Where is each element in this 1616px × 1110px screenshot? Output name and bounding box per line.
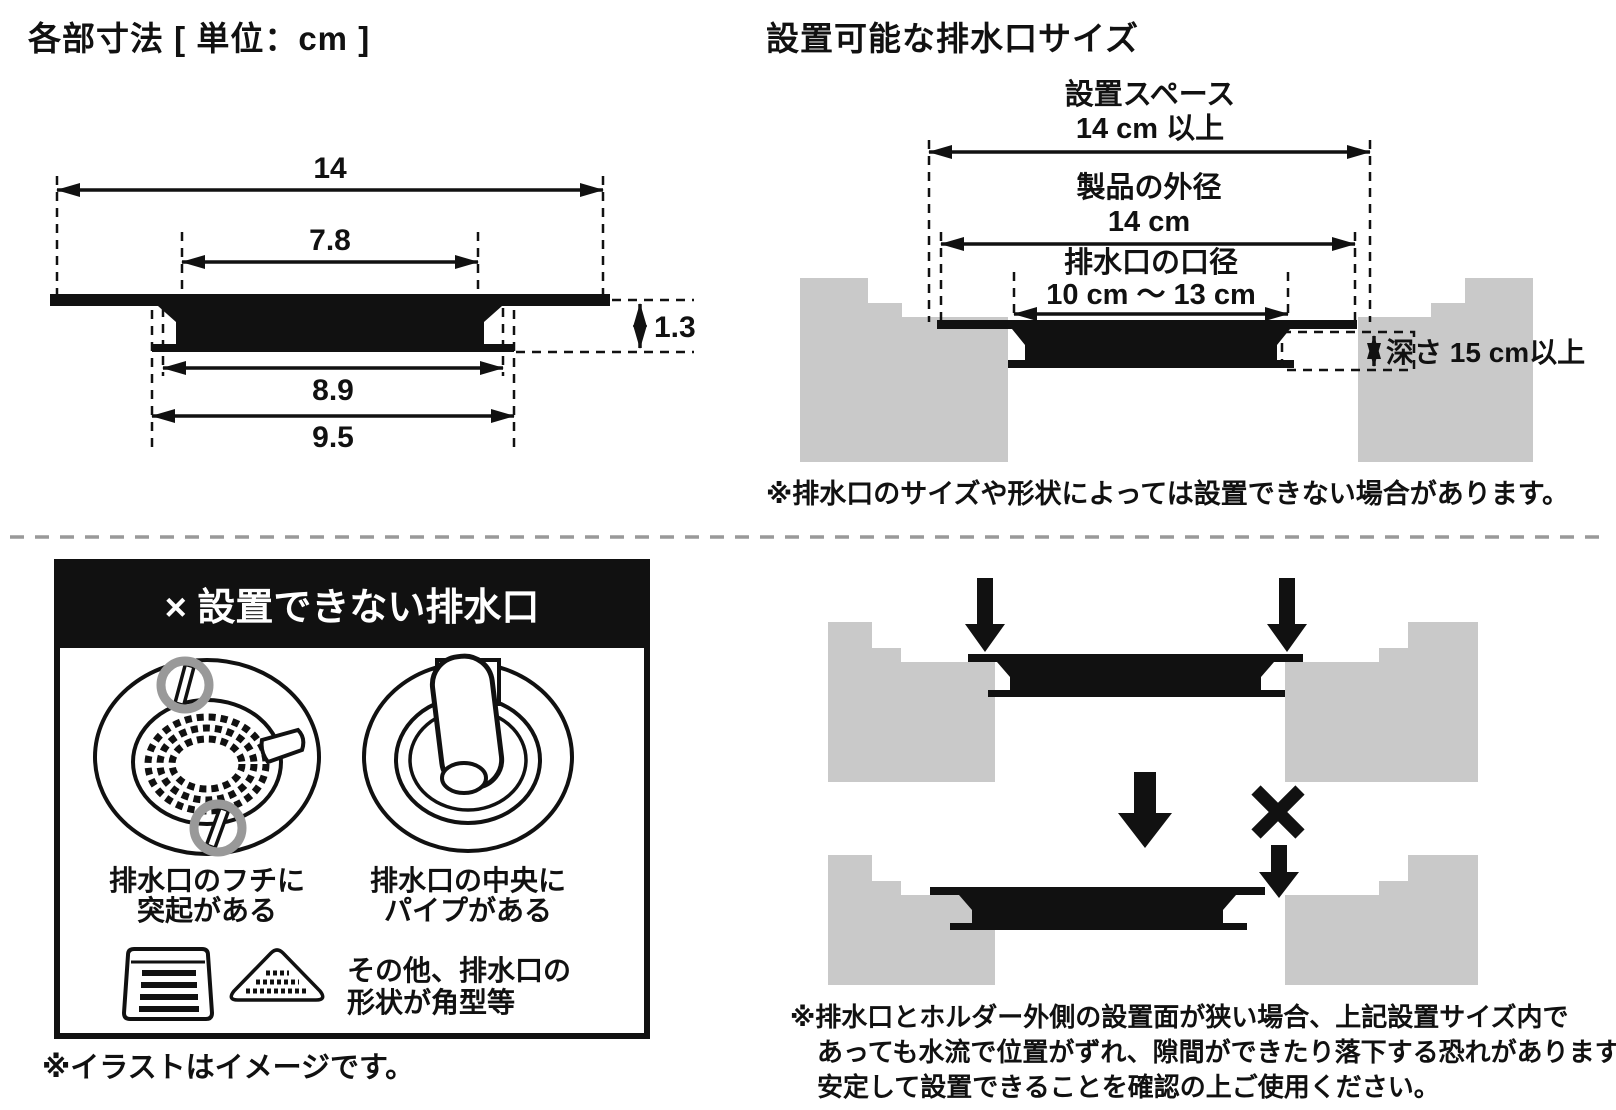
placement-warning-line1: ※排水口とホルダー外側の設置面が狭い場合、上記設置サイズ内で: [790, 1002, 1569, 1032]
dimension-diagram: 14 7.8 1.3 8.9 9.5: [50, 152, 696, 454]
box-header-bar: [57, 562, 647, 648]
press-arrow-left: [965, 578, 1005, 652]
left-panel-title: 各部寸法 [ 単位：cm ]: [28, 20, 371, 57]
product-cross-section: [50, 294, 610, 352]
counter-left: [800, 278, 1008, 462]
dim-height: 1.3: [654, 311, 696, 344]
label-drain-diameter-2: 10 cm ～ 13 cm: [1046, 279, 1256, 311]
placement-warning-note: ※排水口とホルダー外側の設置面が狭い場合、上記設置サイズ内で あっても水流で位置…: [790, 1000, 1616, 1105]
caption-rim-protrusion-1: 排水口のフチに: [109, 865, 305, 896]
label-outer-diameter-2: 14 cm: [1108, 206, 1190, 238]
square-drain-icon: [121, 947, 215, 1021]
dim-overall-width: 14: [313, 152, 347, 185]
caption-center-pipe-2: パイプがある: [384, 894, 552, 926]
dim-inner-top-width: 7.8: [309, 224, 351, 257]
right-panel-note: ※排水口のサイズや形状によっては設置できない場合があります。: [766, 479, 1570, 509]
drain-side-tab: [259, 727, 306, 765]
drain-rim-protrusion-illustration: [93, 656, 321, 857]
caption-other-shapes-2: 形状が角型等: [347, 986, 515, 1018]
press-arrow-center: [1118, 772, 1172, 848]
protrusion-highlight-bottom: [189, 799, 247, 857]
placement-warning-line3: 安定して設置できることを確認の上ご使用ください。: [817, 1072, 1440, 1102]
press-arrow-edge: [1259, 845, 1299, 898]
dim-bottom-inner-width: 8.9: [312, 374, 354, 407]
correct-placement-diagram: [828, 578, 1478, 782]
drain-center-pipe-illustration: [362, 653, 574, 853]
box-header-title: × 設置できない排水口: [165, 587, 540, 629]
not-installable-box: × 設置できない排水口 排水口のフチに 突起がある: [54, 559, 650, 1039]
placement-warning-line2: あっても水流で位置がずれ、隙間ができたり落下する恐れがあります。: [817, 1037, 1616, 1067]
label-drain-diameter-1: 排水口の口径: [1064, 246, 1238, 279]
caption-other-shapes-1: その他、排水口の: [347, 955, 571, 986]
install-size-diagram: 設置スペース 14 cm 以上 製品の外径 14 cm 排水口の口径 10 cm…: [800, 77, 1585, 462]
caption-center-pipe-1: 排水口の中央に: [370, 865, 566, 896]
dim-bottom-outer-width: 9.5: [312, 421, 354, 454]
caption-rim-protrusion-2: 突起がある: [137, 894, 277, 926]
label-outer-diameter-1: 製品の外径: [1076, 171, 1221, 204]
press-arrow-right: [1267, 578, 1307, 652]
label-depth: 深さ 15 cm以上: [1386, 337, 1585, 368]
illustration-note: ※イラストはイメージです。: [42, 1052, 415, 1084]
triangle-drain-icon: [229, 948, 325, 1002]
label-install-space-1: 設置スペース: [1065, 77, 1236, 111]
label-install-space-2: 14 cm 以上: [1076, 112, 1224, 145]
product-in-drain: [937, 320, 1357, 368]
product-shifted: [930, 887, 1265, 930]
right-panel-title: 設置可能な排水口サイズ: [766, 20, 1140, 57]
protrusion-highlight-top: [156, 656, 214, 714]
cross-mark-icon: [1251, 785, 1305, 839]
product-centered: [968, 654, 1303, 697]
incorrect-placement-diagram: [828, 772, 1478, 985]
counter-right: [1358, 278, 1533, 462]
